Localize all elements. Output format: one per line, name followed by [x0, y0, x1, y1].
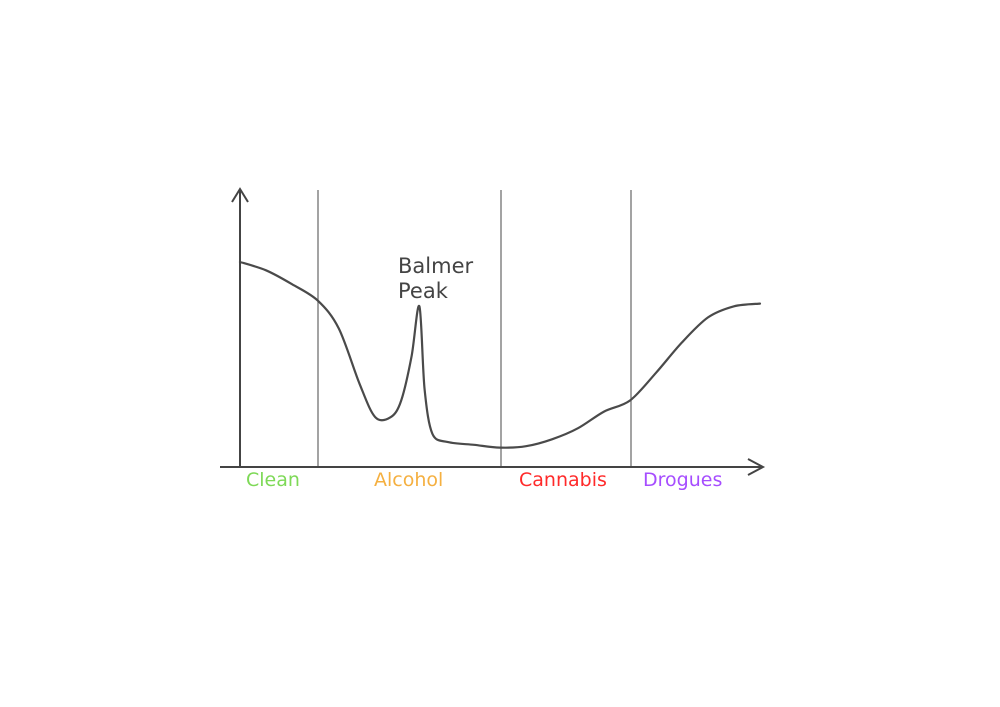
category-label-clean: Clean: [246, 469, 300, 491]
x-axis-arrow: [747, 458, 766, 476]
category-label-cannabis: Cannabis: [519, 469, 607, 491]
data-curve: [238, 260, 762, 449]
category-labels: Clean Alcohol Cannabis Drogues: [246, 469, 722, 491]
axes: [220, 187, 766, 476]
y-axis-arrow: [231, 187, 249, 203]
category-dividers: [317, 190, 632, 467]
category-label-alcohol: Alcohol: [374, 469, 443, 491]
plot-group: Clean Alcohol Cannabis Drogues Balmer Peak: [220, 187, 766, 491]
annotation-line-1: Balmer: [398, 254, 473, 278]
annotation-line-2: Peak: [398, 279, 449, 303]
category-label-drogues: Drogues: [643, 469, 722, 491]
